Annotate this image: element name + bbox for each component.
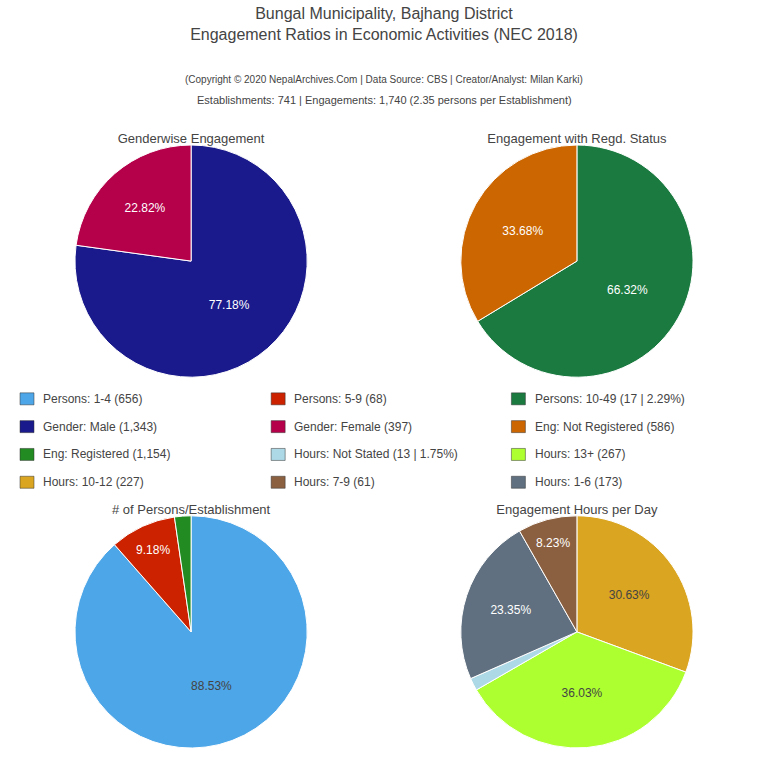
svg-text:23.35%: 23.35% — [490, 603, 531, 617]
svg-text:(Copyright © 2020 NepalArchive: (Copyright © 2020 NepalArchives.Com | Da… — [185, 74, 583, 85]
svg-text:Hours: 7-9 (61): Hours: 7-9 (61) — [294, 475, 375, 489]
svg-text:Hours: 13+ (267): Hours: 13+ (267) — [535, 447, 625, 461]
svg-text:Persons: 1-4 (656): Persons: 1-4 (656) — [43, 392, 142, 406]
svg-text:Hours: Not Stated (13 | 1.75%): Hours: Not Stated (13 | 1.75%) — [294, 447, 458, 461]
svg-text:Gender: Female (397): Gender: Female (397) — [294, 420, 412, 434]
svg-text:Establishments: 741 | Engageme: Establishments: 741 | Engagements: 1,740… — [197, 94, 572, 106]
svg-text:33.68%: 33.68% — [502, 224, 543, 238]
svg-text:Persons: 5-9 (68): Persons: 5-9 (68) — [294, 392, 387, 406]
svg-text:Eng: Registered (1,154): Eng: Registered (1,154) — [43, 447, 170, 461]
svg-text:Gender: Male (1,343): Gender: Male (1,343) — [43, 420, 157, 434]
svg-text:36.03%: 36.03% — [562, 686, 603, 700]
svg-text:Hours: 1-6 (173): Hours: 1-6 (173) — [535, 475, 622, 489]
svg-text:88.53%: 88.53% — [191, 679, 232, 693]
svg-text:# of Persons/Establishment: # of Persons/Establishment — [112, 502, 271, 517]
svg-text:Engagement Hours per Day: Engagement Hours per Day — [496, 502, 658, 517]
svg-text:8.23%: 8.23% — [536, 536, 570, 550]
svg-text:Genderwise Engagement: Genderwise Engagement — [118, 131, 265, 146]
svg-text:30.63%: 30.63% — [609, 588, 650, 602]
svg-text:Eng: Not Registered (586): Eng: Not Registered (586) — [535, 420, 674, 434]
svg-text:Bungal Municipality, Bajhang D: Bungal Municipality, Bajhang DistrictEng… — [190, 5, 578, 43]
svg-text:Hours: 10-12 (227): Hours: 10-12 (227) — [43, 475, 144, 489]
svg-text:9.18%: 9.18% — [136, 543, 170, 557]
svg-text:Engagement with Regd. Status: Engagement with Regd. Status — [487, 131, 667, 146]
svg-text:66.32%: 66.32% — [607, 283, 648, 297]
svg-text:22.82%: 22.82% — [125, 201, 166, 215]
svg-text:77.18%: 77.18% — [209, 298, 250, 312]
svg-text:Persons: 10-49 (17 | 2.29%): Persons: 10-49 (17 | 2.29%) — [535, 392, 685, 406]
